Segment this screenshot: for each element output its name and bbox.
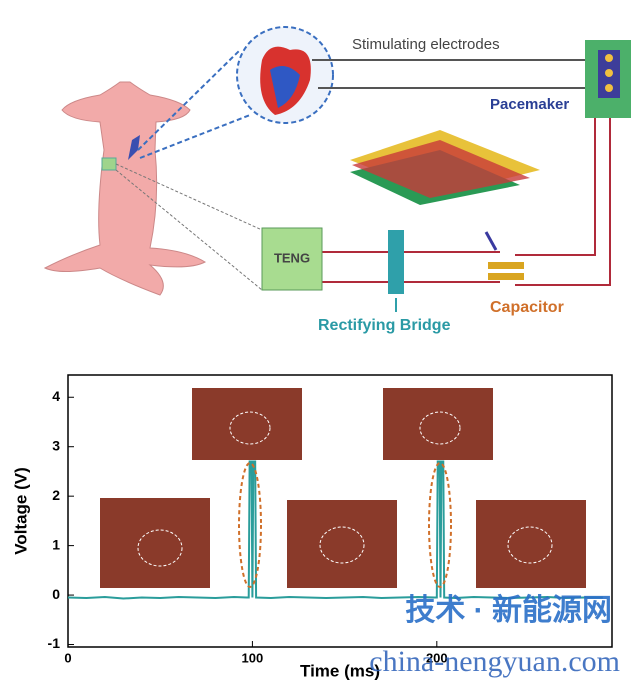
highlight xyxy=(238,462,262,588)
plot-frame xyxy=(67,374,613,648)
heart xyxy=(270,66,300,108)
wire xyxy=(515,115,611,286)
y-tick-label: 1 xyxy=(52,536,60,552)
insets xyxy=(100,388,586,588)
capacitor xyxy=(488,262,524,269)
photo xyxy=(287,500,397,588)
photo xyxy=(383,388,493,460)
photo-mark xyxy=(137,529,183,567)
teng-box xyxy=(261,227,323,291)
photo-mark xyxy=(507,526,553,564)
label: Pacemaker xyxy=(490,96,569,113)
label: Capacitor xyxy=(490,299,564,316)
watermark: 技术 · 新能源网 xyxy=(405,594,612,627)
teng-implant xyxy=(101,157,117,171)
port-pin xyxy=(605,69,613,77)
y-tick-label: 0 xyxy=(52,586,60,602)
zoom-line xyxy=(115,169,263,291)
capacitor xyxy=(488,273,524,280)
zoom-line xyxy=(139,114,251,159)
photo xyxy=(192,388,302,460)
zoom-line xyxy=(115,163,263,231)
wire xyxy=(322,251,500,283)
label: TENG xyxy=(274,250,310,265)
port-pin xyxy=(605,84,613,92)
port-pin xyxy=(605,54,613,62)
diagram: Stimulating electrodes Pacemaker TENG Re… xyxy=(43,26,631,334)
photo-mark xyxy=(229,411,271,445)
watermark: china-nengyuan.com xyxy=(369,645,620,678)
y-tick-label: 4 xyxy=(52,388,60,404)
photo xyxy=(100,498,210,588)
x-tick-label: 0 xyxy=(64,650,71,665)
label: Rectifying Bridge xyxy=(318,317,451,334)
photo-mark xyxy=(419,411,461,445)
label: Stimulating electrodes xyxy=(352,36,500,53)
bridge xyxy=(388,230,404,294)
x-tick-label: 100 xyxy=(242,650,264,665)
heart-small xyxy=(128,135,140,160)
wire xyxy=(312,59,590,89)
x-axis-label: Time (ms) xyxy=(300,661,380,680)
data-line xyxy=(67,460,603,600)
highlight xyxy=(428,462,452,588)
photo-mark xyxy=(319,526,365,564)
switch xyxy=(484,231,498,251)
photo xyxy=(476,500,586,588)
y-tick-label: 2 xyxy=(52,487,60,503)
rat-body xyxy=(43,81,207,296)
y-tick-label: 3 xyxy=(52,437,60,453)
y-tick-label: -1 xyxy=(48,635,61,651)
teng-device xyxy=(352,140,530,198)
x-tick-label: 200 xyxy=(426,650,448,665)
y-axis-label: Voltage (V) xyxy=(11,467,30,555)
